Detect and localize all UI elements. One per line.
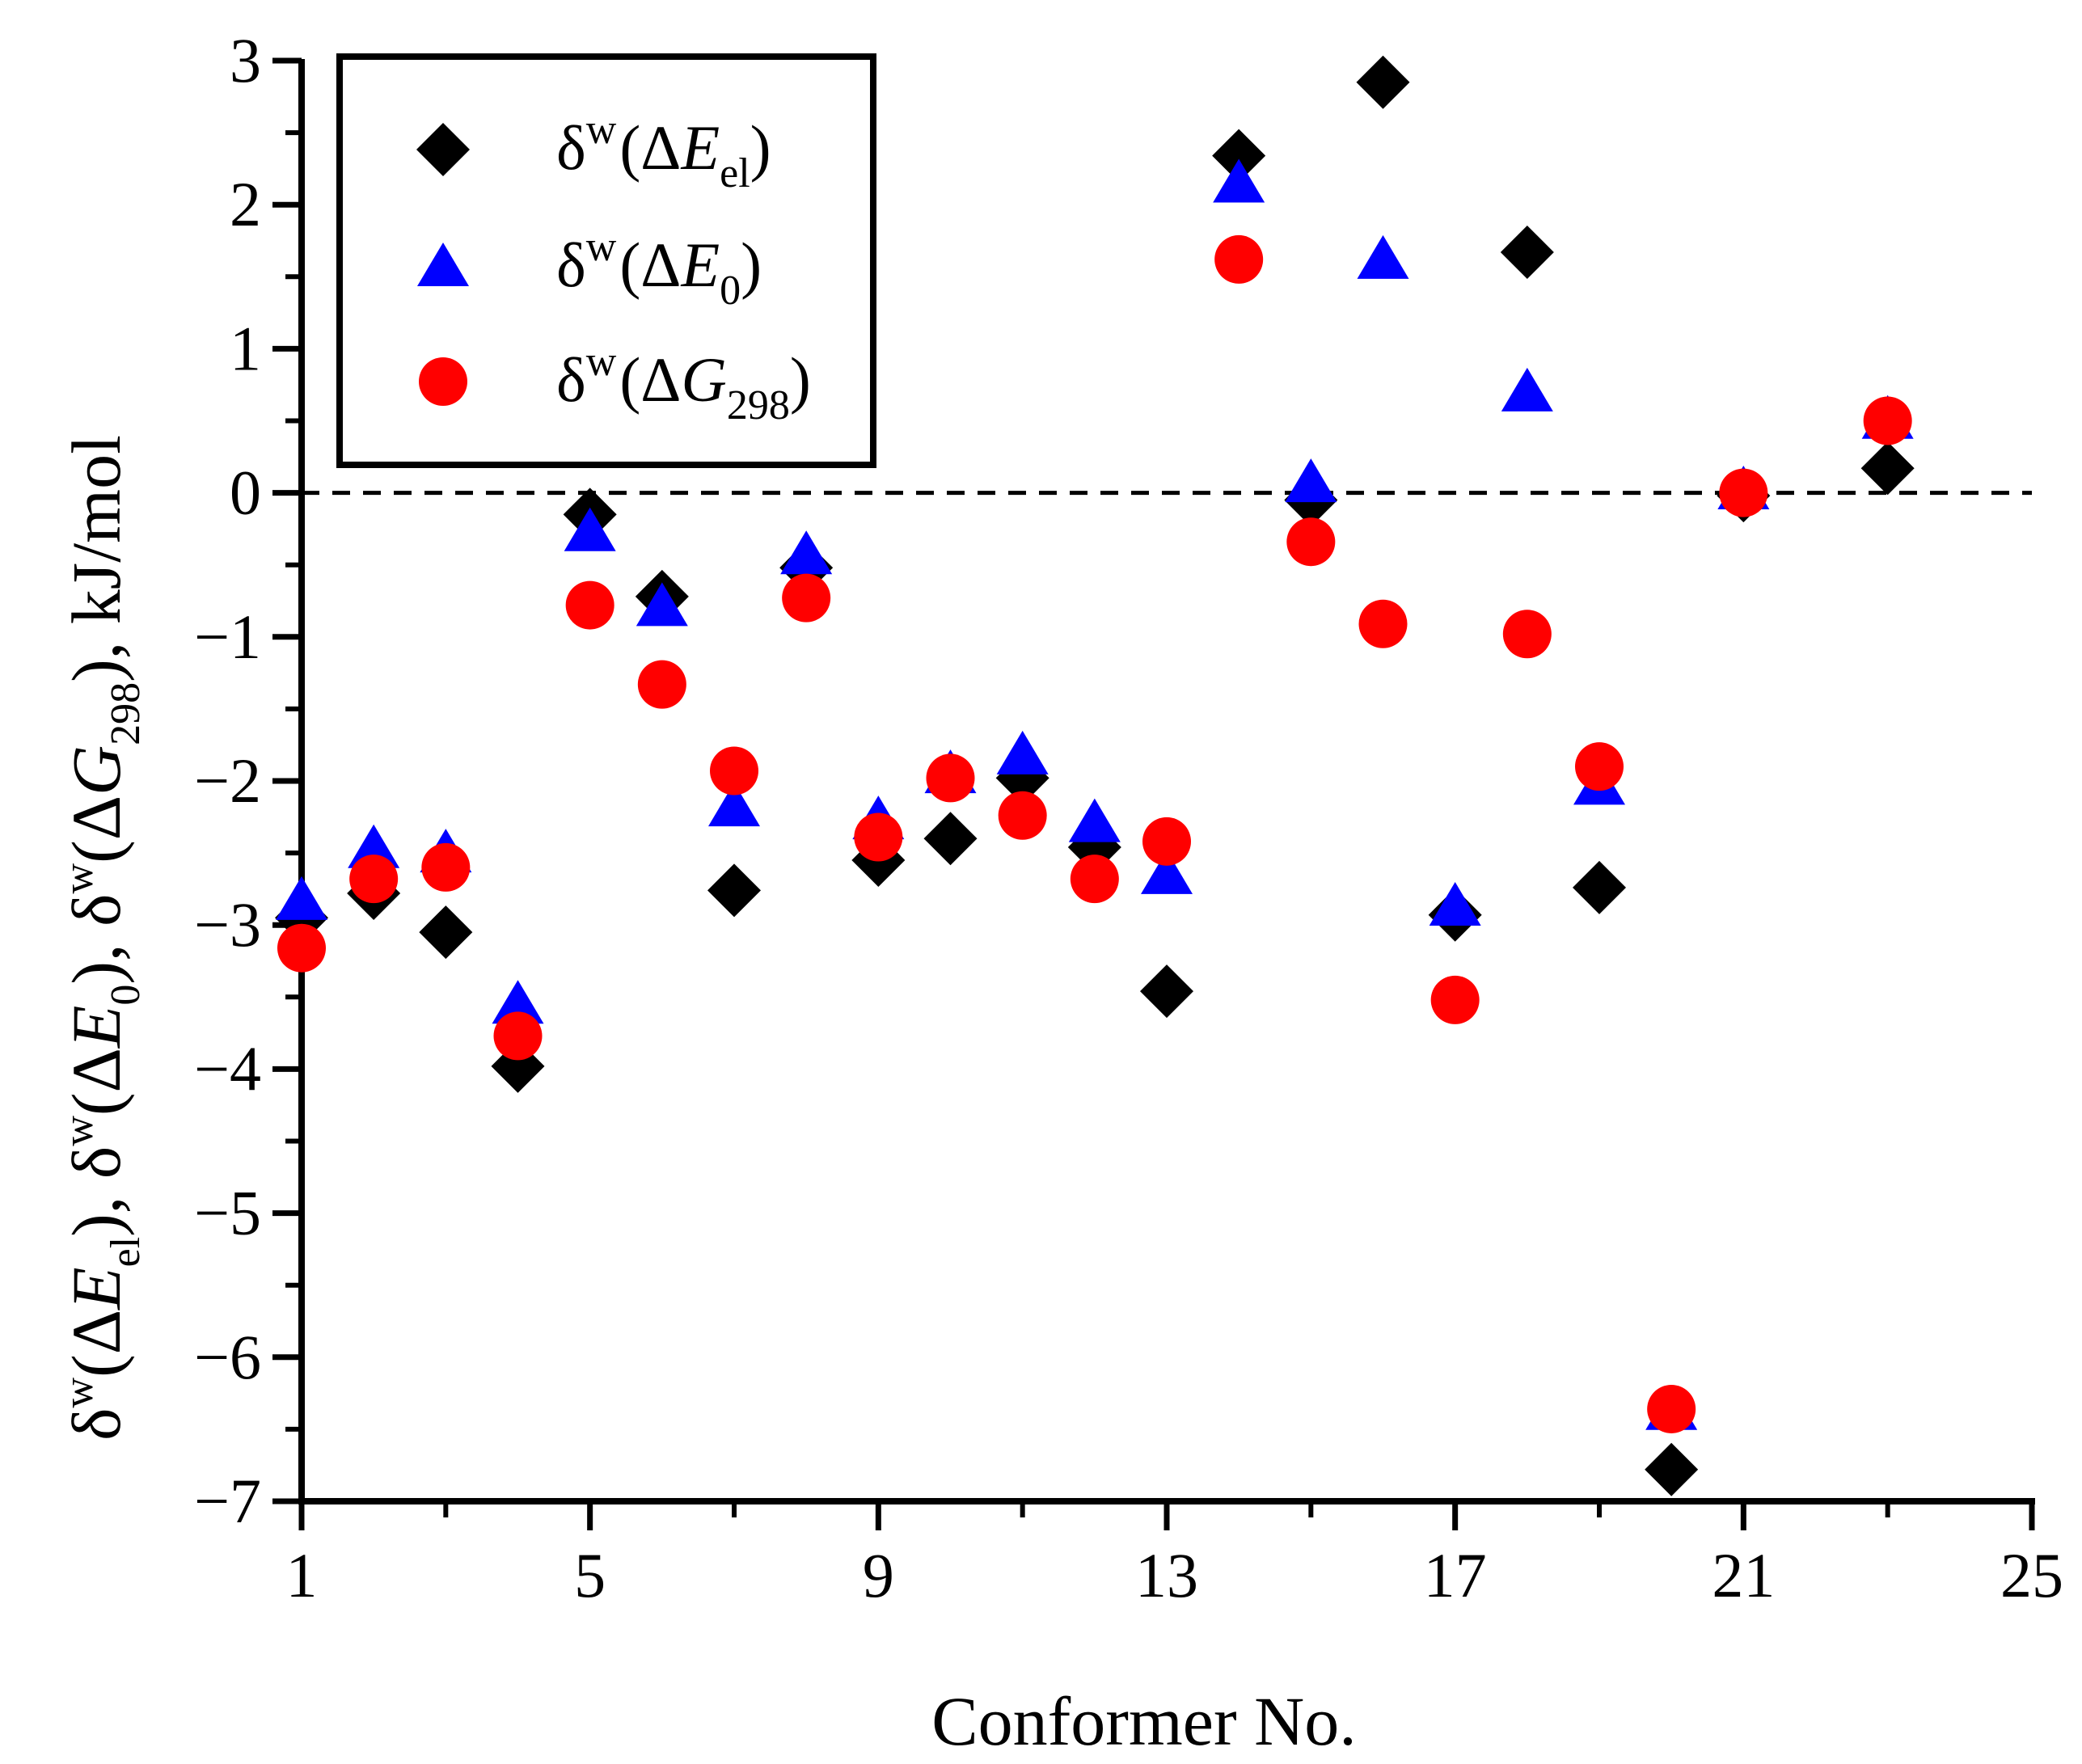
g298-point — [1214, 234, 1264, 284]
g298-point — [1286, 517, 1336, 567]
g298-point — [854, 812, 903, 862]
x-tick-label: 21 — [1712, 1540, 1775, 1610]
y-tick-label: −4 — [194, 1033, 261, 1104]
e0-point — [564, 507, 616, 551]
y-tick-label: 1 — [230, 313, 261, 383]
g298-point — [1719, 468, 1768, 517]
g298-point — [782, 573, 831, 622]
g298-point — [1430, 975, 1480, 1024]
e0-point — [1501, 367, 1553, 411]
legend-g298-label: δw(ΔG298) — [556, 339, 811, 428]
y-tick-label: −2 — [194, 745, 261, 816]
g298-point — [1358, 599, 1408, 648]
eel-point — [1212, 129, 1266, 183]
e0-point — [636, 582, 688, 627]
g298-point — [637, 660, 686, 709]
e0-point — [1285, 458, 1337, 503]
y-tick-label: −1 — [194, 601, 261, 672]
eel-point — [1500, 226, 1554, 280]
g298-point — [998, 791, 1047, 840]
legend-e0-marker — [417, 243, 469, 286]
g298-point — [1142, 817, 1191, 866]
y-tick-label: −5 — [194, 1178, 261, 1248]
eel-point — [1573, 860, 1626, 914]
eel-point — [707, 863, 761, 918]
e0-point — [348, 824, 400, 868]
y-tick-label: 0 — [230, 458, 261, 528]
g298-point — [1863, 396, 1912, 445]
g298-point — [1502, 610, 1552, 659]
eel-point — [923, 812, 978, 866]
x-tick-label: 17 — [1424, 1540, 1487, 1610]
e0-point — [1357, 234, 1409, 279]
e0-point — [492, 980, 544, 1024]
y-tick-label: −3 — [194, 889, 261, 960]
g298-point — [926, 753, 975, 803]
eel-point — [1140, 964, 1193, 1019]
g298-point — [1575, 742, 1624, 791]
eel-point — [419, 905, 473, 960]
y-tick-label: 3 — [230, 25, 261, 95]
y-tick-label: −7 — [194, 1466, 261, 1536]
x-tick-label: 1 — [286, 1540, 318, 1610]
e0-point — [996, 730, 1049, 774]
data-marks — [275, 55, 1915, 1496]
e0-point — [708, 783, 760, 827]
eel-point — [1356, 55, 1410, 109]
e0-point — [1213, 158, 1265, 203]
y-axis-title: δw(ΔEel), δw(ΔE0), δw(ΔG298), kJ/mol — [56, 435, 149, 1441]
e0-point — [1429, 882, 1481, 926]
eel-point — [1645, 1442, 1699, 1496]
g298-point — [421, 842, 471, 892]
ticks: −7 −6 −5 −4 −3 −2 −1 0 1 2 3 1 5 9 13 17 21 25 — [194, 25, 2063, 1610]
g298-point — [349, 855, 399, 904]
g298-point — [565, 580, 614, 630]
y-tick-label: 2 — [230, 169, 261, 239]
g298-point — [710, 746, 758, 795]
eel-point — [1860, 441, 1915, 496]
x-tick-label: 13 — [1135, 1540, 1198, 1610]
g298-point — [277, 923, 326, 973]
e0-point — [780, 530, 833, 575]
e0-point — [1068, 798, 1121, 842]
x-tick-label: 25 — [2000, 1540, 2063, 1610]
x-tick-label: 5 — [574, 1540, 606, 1610]
y-tick-label: −6 — [194, 1322, 261, 1392]
g298-point — [493, 1011, 543, 1061]
x-axis-title: Conformer No. — [931, 1682, 1356, 1760]
e0-point — [276, 876, 327, 920]
legend-g298-marker — [419, 357, 467, 406]
legend-eel-marker — [416, 123, 470, 176]
g298-point — [1647, 1384, 1696, 1433]
legend-e0-label: δw(ΔE0) — [556, 224, 762, 314]
legend: δw(ΔEel) δw(ΔE0) δw(ΔG298) — [336, 53, 876, 468]
g298-point — [1070, 855, 1119, 904]
x-tick-label: 9 — [863, 1540, 894, 1610]
e0-point — [1141, 850, 1193, 894]
legend-eel-label: δw(ΔEel) — [556, 107, 771, 196]
